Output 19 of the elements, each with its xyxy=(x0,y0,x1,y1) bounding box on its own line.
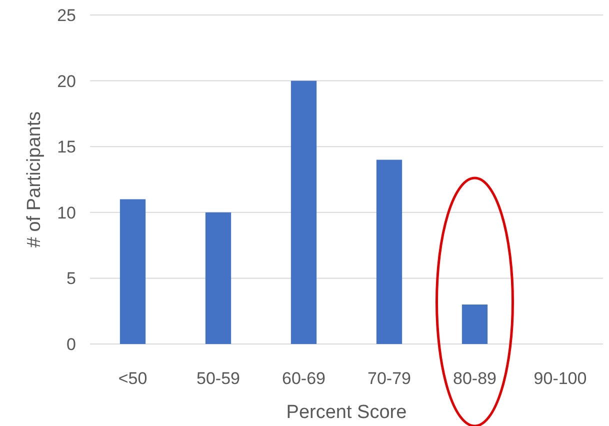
bar xyxy=(376,160,402,344)
bar xyxy=(290,80,317,344)
y-axis-title: # of Participants xyxy=(24,111,45,248)
x-tick-label: 80-89 xyxy=(453,369,496,388)
bar xyxy=(462,304,488,344)
y-tick-label: 0 xyxy=(66,334,76,354)
y-tick-label: 20 xyxy=(57,72,76,91)
bar xyxy=(205,212,232,344)
x-tick-label: 60-69 xyxy=(282,369,326,388)
x-tick-label: <50 xyxy=(118,369,148,388)
y-tick-label: 15 xyxy=(57,138,76,157)
y-tick-label: 25 xyxy=(57,6,76,25)
x-tick-label: 50-59 xyxy=(196,369,240,388)
x-tick-label: 90-100 xyxy=(534,369,587,388)
y-tick-label: 10 xyxy=(57,203,76,222)
x-tick-label: 70-79 xyxy=(368,369,411,388)
bar xyxy=(120,199,146,344)
y-tick-label: 5 xyxy=(66,269,76,288)
x-axis-title: Percent Score xyxy=(286,402,407,423)
